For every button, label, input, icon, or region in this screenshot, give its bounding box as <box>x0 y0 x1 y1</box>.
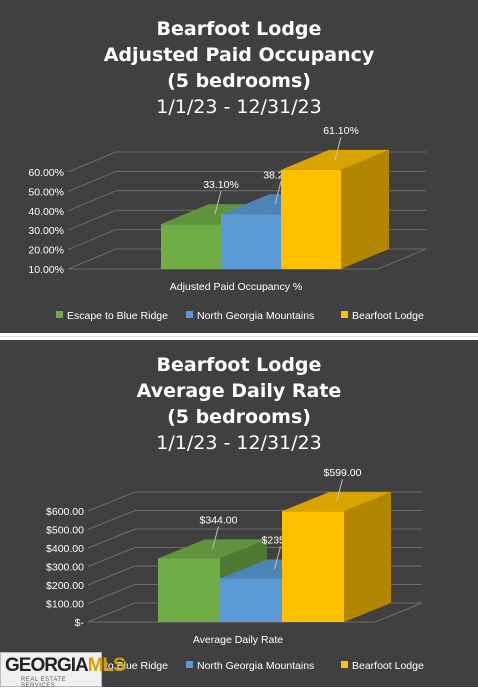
bar-side <box>341 149 389 269</box>
data-label: 33.10% <box>203 179 239 191</box>
bar <box>282 511 344 622</box>
legend-swatch <box>341 311 348 318</box>
bar <box>161 224 221 269</box>
bar-side <box>344 492 391 622</box>
gridline-side <box>67 209 117 231</box>
chart-title-line-2: Average Daily Rate <box>136 380 342 402</box>
y-tick-label: 30.00% <box>28 225 64 237</box>
gridline-side <box>67 229 117 251</box>
legend-entry: Bearfoot Lodge <box>352 310 424 322</box>
gridline-side <box>87 584 136 604</box>
legend-entry: Bearfoot Lodge <box>352 660 424 672</box>
y-tick-label: $400.00 <box>46 543 84 555</box>
y-tick-label: 60.00% <box>28 167 64 179</box>
gridline-side <box>87 565 136 586</box>
data-label: $344.00 <box>200 514 238 526</box>
gridline-side <box>87 528 136 549</box>
x-axis-label: Average Daily Rate <box>193 634 283 646</box>
gridline-side <box>87 547 136 567</box>
chart-title-line-3: (5 bedrooms) <box>167 406 311 428</box>
data-label: $599.00 <box>324 467 362 479</box>
legend-entry: North Georgia Mountains <box>197 310 314 322</box>
daily-rate-chart-plot: $- $100.00 $200.00 $300.00 $400.00 $500.00 $60… <box>46 467 424 672</box>
y-tick-label: 40.00% <box>28 206 64 218</box>
chart-title: Bearfoot Lodge <box>156 354 322 376</box>
chart-date-range: 1/1/23 - 12/31/23 <box>156 96 322 118</box>
data-label: 61.10% <box>323 125 359 137</box>
x-axis-label: Adjusted Paid Occupancy % <box>170 281 303 293</box>
bar <box>220 578 282 622</box>
floor-edge <box>377 248 427 270</box>
gridline-side <box>67 248 117 270</box>
y-tick-label: $500.00 <box>46 525 84 537</box>
y-tick-label: 10.00% <box>28 264 64 276</box>
gridline-side <box>67 170 117 192</box>
legend-swatch <box>186 661 193 668</box>
chart-divider <box>0 333 478 340</box>
gridline-side <box>67 190 117 212</box>
legend-entry: Escape to Blue Ridge <box>67 310 168 322</box>
chart-title: Bearfoot Lodge <box>156 18 322 40</box>
gridline-side <box>87 491 136 512</box>
data-label-leader <box>274 181 282 205</box>
floor-edge <box>374 602 423 623</box>
gridline-side <box>87 602 136 623</box>
y-tick-label: $600.00 <box>46 506 84 518</box>
logo-text-mls: MLS <box>87 655 126 676</box>
occupancy-chart-panel: Bearfoot Lodge Adjusted Paid Occupancy (… <box>0 0 478 333</box>
data-label-leader <box>212 526 219 549</box>
occupancy-chart-plot: 10.00% 20.00% 30.00% 40.00% 50.00% 60.00% 33.1… <box>28 125 427 322</box>
legend-entry: North Georgia Mountains <box>197 660 314 672</box>
logo-tagline: REAL ESTATE SERVICES <box>21 677 67 689</box>
legend-swatch <box>186 311 193 318</box>
chart-title-line-3: (5 bedrooms) <box>167 70 311 92</box>
georgia-mls-logo: GEORGIAMLS REAL ESTATE SERVICES <box>0 652 126 689</box>
y-tick-label: 20.00% <box>28 245 64 257</box>
legend-swatch <box>56 311 63 318</box>
chart-title-line-2: Adjusted Paid Occupancy <box>103 44 375 66</box>
gridline-side <box>87 510 136 530</box>
data-label-leader <box>336 479 343 502</box>
y-tick-label: $100.00 <box>46 599 84 611</box>
bar <box>158 558 220 622</box>
bar <box>281 169 341 269</box>
bar <box>221 214 281 269</box>
data-label-leader <box>214 191 222 215</box>
chart-date-range: 1/1/23 - 12/31/23 <box>156 432 322 454</box>
logo-text: GEORGIA <box>5 655 89 676</box>
data-label-leader <box>334 136 342 160</box>
gridline-side <box>67 151 117 173</box>
y-tick-label: $200.00 <box>46 580 84 592</box>
daily-rate-chart-panel: Bearfoot Lodge Average Daily Rate (5 bed… <box>0 340 478 687</box>
legend-swatch <box>341 661 348 668</box>
y-tick-label: $- <box>75 617 85 629</box>
y-tick-label: 50.00% <box>28 186 64 198</box>
y-tick-label: $300.00 <box>46 562 84 574</box>
data-label-leader <box>274 546 281 570</box>
